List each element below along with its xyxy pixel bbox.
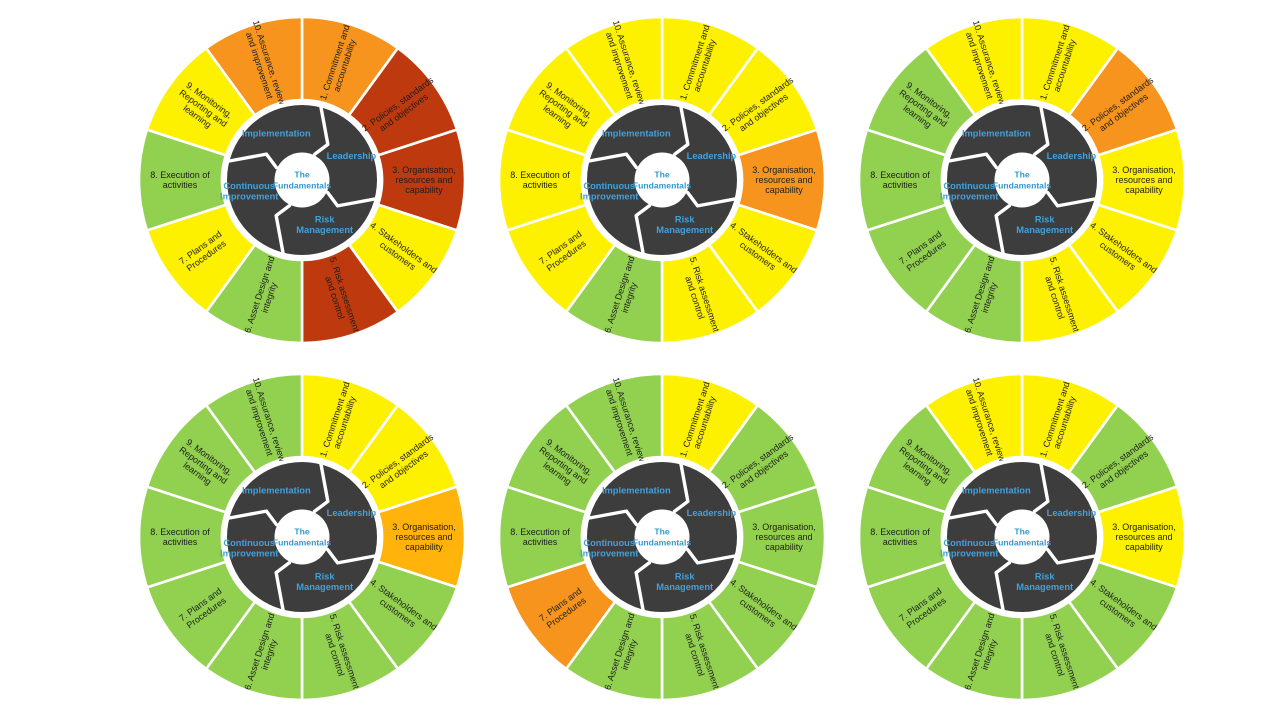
wheel-1-center-circle (274, 152, 330, 208)
wheel-2-pinwheel-divider-1 (672, 103, 690, 157)
wheel-6-pinwheel-divider-1 (1032, 460, 1050, 514)
wheel-3-segment-3-label: 3. Organisation, resources and capability (1112, 165, 1176, 195)
wheel-5-inner-label-implementation: Implementation (602, 486, 671, 496)
wheel-3-segment-8-label: 8. Execution of activities (870, 170, 930, 190)
wheel-1-inner-label-implementation: Implementation (242, 129, 311, 139)
wheel-5-center-circle (634, 509, 690, 565)
wheel-6-inner-label-continuous-improvement: Continuous Improvement (940, 538, 998, 559)
wheel-4-inner-label-leadership: Leadership (327, 508, 377, 518)
wheel-2-pinwheel-divider-3 (634, 203, 652, 257)
wheel-1-segment-3-label: 3. Organisation, resources and capability (392, 165, 456, 195)
wheel-1-segment-8-label: 8. Execution of activities (150, 170, 210, 190)
wheel-2-inner-label-continuous-improvement: Continuous Improvement (580, 181, 638, 202)
wheel-3-segment-10 (924, 15, 1024, 117)
wheel-2-pinwheel-divider-2 (685, 190, 739, 208)
wheel-4-pinwheel-divider-4 (225, 509, 279, 527)
wheel-3-inner-label-continuous-improvement: Continuous Improvement (940, 181, 998, 202)
wheel-2-center-label: The Fundamentals (633, 170, 691, 191)
wheel-3-inner-label-leadership: Leadership (1047, 151, 1097, 161)
wheel-6-segment-8-label: 8. Execution of activities (870, 527, 930, 547)
wheel-3-center-circle (994, 152, 1050, 208)
wheel-4-center-label: The Fundamentals (273, 527, 331, 548)
wheel-6-segment-3-label: 3. Organisation, resources and capability (1112, 522, 1176, 552)
wheel-4-pinwheel-divider-1 (312, 460, 330, 514)
wheel-4-pinwheel-divider-2 (325, 547, 379, 565)
wheel-6-center-label: The Fundamentals (993, 527, 1051, 548)
wheel-5-segment-8-label: 8. Execution of activities (510, 527, 570, 547)
wheel-5-inner-label-leadership: Leadership (687, 508, 737, 518)
wheel-3-inner-label-risk-management: Risk Management (1016, 214, 1073, 235)
wheel-6-pinwheel-divider-4 (945, 509, 999, 527)
wheel-4-segment-10 (204, 372, 304, 474)
wheel-5-pinwheel-divider-4 (585, 509, 639, 527)
wheel-2-inner-label-leadership: Leadership (687, 151, 737, 161)
wheel-5-center-label: The Fundamentals (633, 527, 691, 548)
wheel-3-pinwheel-divider-4 (945, 152, 999, 170)
wheel-3-pinwheel-divider-2 (1045, 190, 1099, 208)
wheel-4-inner-label-continuous-improvement: Continuous Improvement (220, 538, 278, 559)
wheel-4-center-circle (274, 509, 330, 565)
wheel-2-inner-label-risk-management: Risk Management (656, 214, 713, 235)
wheel-4-pinwheel-divider-3 (274, 560, 292, 614)
wheel-1-pinwheel-divider-1 (312, 103, 330, 157)
wheel-4-segment-8-label: 8. Execution of activities (150, 527, 210, 547)
wheel-5-pinwheel-divider-2 (685, 547, 739, 565)
wheel-2-segment-10 (564, 15, 664, 117)
wheel-2-inner-label-implementation: Implementation (602, 129, 671, 139)
wheel-1-inner-label-continuous-improvement: Continuous Improvement (220, 181, 278, 202)
wheel-1-pinwheel-divider-3 (274, 203, 292, 257)
wheel-2-center-circle (634, 152, 690, 208)
wheel-1-segment-10 (204, 15, 304, 117)
wheel-6-inner-label-risk-management: Risk Management (1016, 571, 1073, 592)
wheel-3-pinwheel-divider-3 (994, 203, 1012, 257)
wheel-5-inner-label-risk-management: Risk Management (656, 571, 713, 592)
wheel-1-inner-label-risk-management: Risk Management (296, 214, 353, 235)
wheel-6-inner-label-implementation: Implementation (962, 486, 1031, 496)
wheel-6-pinwheel-divider-2 (1045, 547, 1099, 565)
wheel-6-segment-10 (924, 372, 1024, 474)
wheel-5-pinwheel-divider-3 (634, 560, 652, 614)
wheel-4-inner-label-risk-management: Risk Management (296, 571, 353, 592)
wheel-2-segment-3-label: 3. Organisation, resources and capability (752, 165, 816, 195)
wheel-5-inner-label-continuous-improvement: Continuous Improvement (580, 538, 638, 559)
wheel-1-inner-label-leadership: Leadership (327, 151, 377, 161)
wheel-3-center-label: The Fundamentals (993, 170, 1051, 191)
wheel-5-segment-10 (564, 372, 664, 474)
wheel-5-segment-3-label: 3. Organisation, resources and capability (752, 522, 816, 552)
wheel-6-center-circle (994, 509, 1050, 565)
wheel-1-center-label: The Fundamentals (273, 170, 331, 191)
wheel-3-pinwheel-divider-1 (1032, 103, 1050, 157)
wheel-1-pinwheel-divider-4 (225, 152, 279, 170)
wheel-1-pinwheel-divider-2 (325, 190, 379, 208)
wheel-2-pinwheel-divider-4 (585, 152, 639, 170)
wheel-6-inner-label-leadership: Leadership (1047, 508, 1097, 518)
wheel-3-inner-label-implementation: Implementation (962, 129, 1031, 139)
wheel-2-segment-8-label: 8. Execution of activities (510, 170, 570, 190)
wheel-6-pinwheel-divider-3 (994, 560, 1012, 614)
wheel-4-segment-3-label: 3. Organisation, resources and capability (392, 522, 456, 552)
wheel-4-inner-label-implementation: Implementation (242, 486, 311, 496)
wheel-5-pinwheel-divider-1 (672, 460, 690, 514)
